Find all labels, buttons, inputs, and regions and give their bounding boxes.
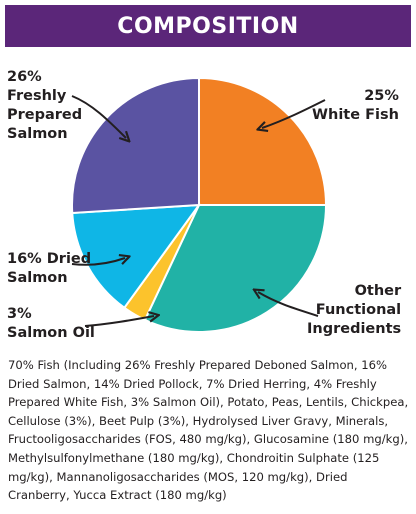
other-ingredients-pointer-arrow: [258, 292, 319, 317]
slice-label-salmon-oil: 3% Salmon Oil: [7, 306, 95, 341]
dried-salmon-pointer-arrow: [71, 258, 125, 266]
fresh-salmon-pointer-arrow: [71, 95, 126, 138]
slice-white-fish: [198, 76, 328, 206]
salmon-oil-pointer-arrow: [84, 316, 154, 327]
slice-dried-salmon: [71, 203, 202, 310]
slice-label-white-fish: 25% White Fish: [312, 88, 399, 123]
slice-freshly-prepared-salmon: [71, 76, 200, 215]
ingredients-description: 70% Fish (Including 26% Freshly Prepared…: [8, 358, 409, 503]
title-banner: COMPOSITION: [5, 5, 411, 47]
slice-label-freshly-prepared-salmon: 26% Freshly Prepared Salmon: [7, 69, 83, 142]
white-fish-pointer-arrow: [262, 99, 326, 128]
slice-label-dried-salmon: 16% Dried Salmon: [7, 251, 92, 286]
slice-label-other-functional-ingredients: Other Functional Ingredients: [307, 283, 402, 337]
page-title: COMPOSITION: [117, 13, 299, 39]
composition-pie-chart: [71, 76, 328, 333]
slice-other-functional-ingredients: [143, 204, 328, 333]
